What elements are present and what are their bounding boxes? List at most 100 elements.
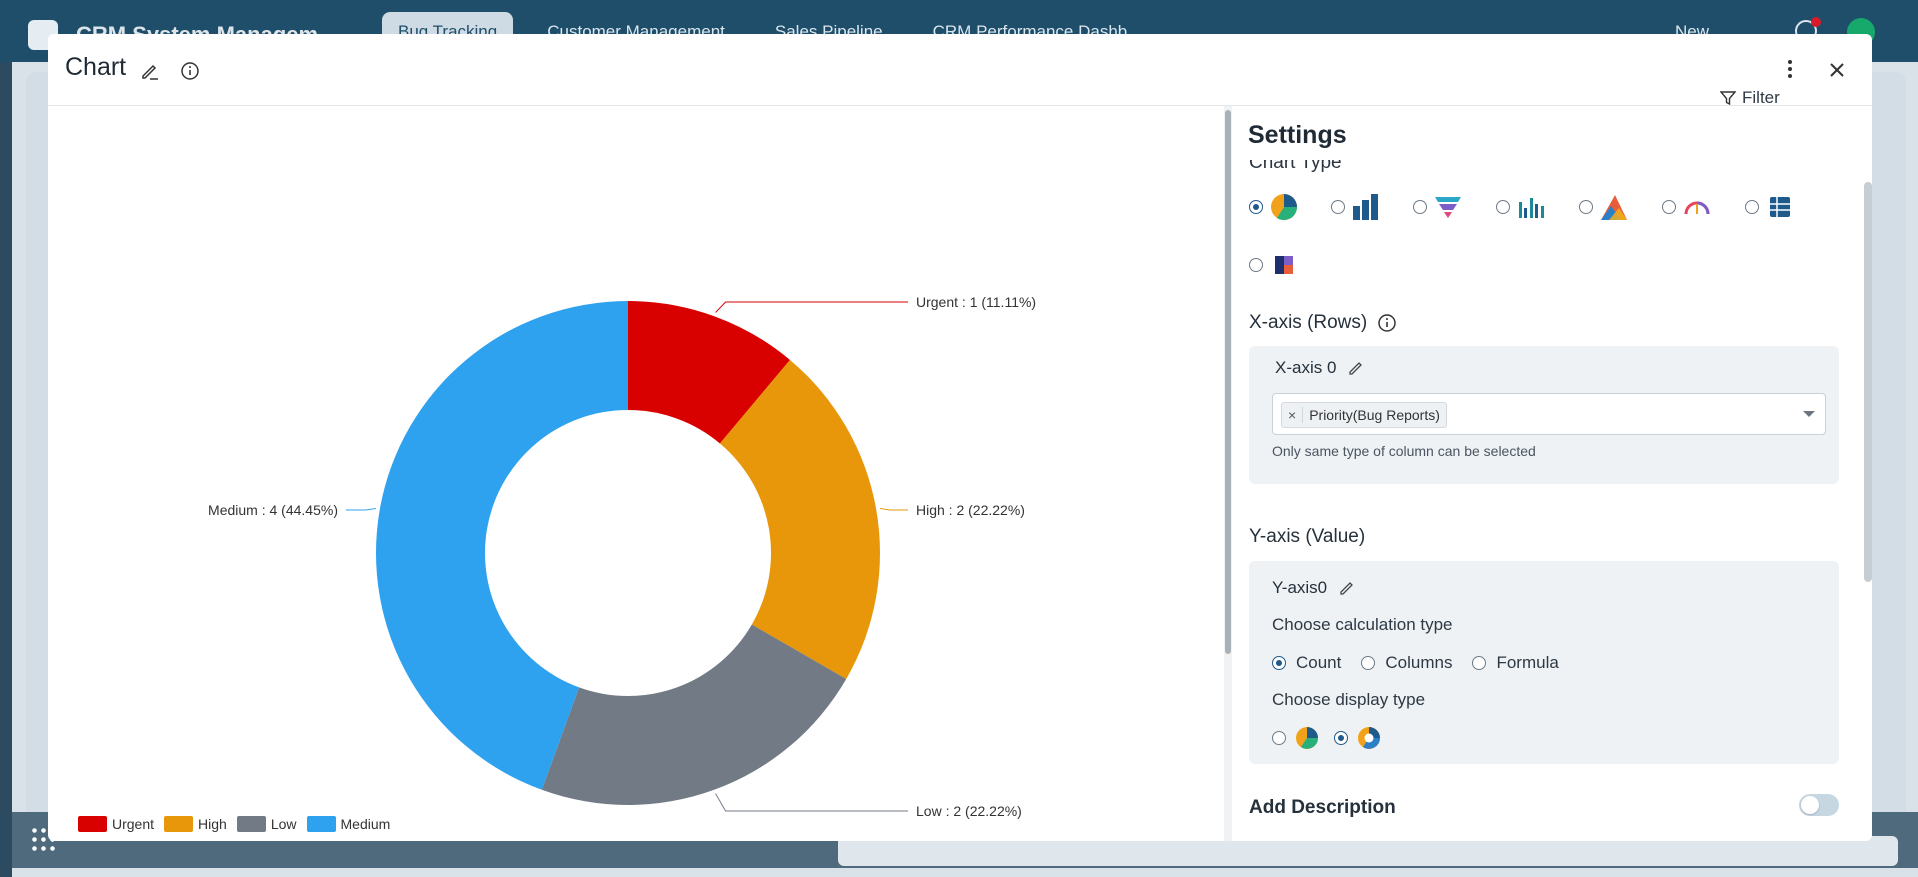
- chart-type-grouped-bar[interactable]: [1496, 192, 1546, 222]
- edit-yaxis-icon[interactable]: [1339, 580, 1355, 596]
- funnel-chart-icon: [1435, 197, 1461, 218]
- radio-pie[interactable]: [1249, 200, 1263, 214]
- radio-formula[interactable]: [1472, 656, 1487, 670]
- heatmap-chart-icon: [1275, 256, 1293, 274]
- settings-title: Settings: [1248, 121, 1347, 149]
- display-option-donut[interactable]: [1334, 725, 1382, 751]
- more-options-icon[interactable]: [1778, 54, 1802, 84]
- label-leader-low: [715, 793, 908, 812]
- xaxis-name: X-axis 0: [1275, 358, 1364, 378]
- chevron-down-icon[interactable]: [1803, 411, 1815, 417]
- close-icon[interactable]: [1822, 55, 1852, 85]
- legend-swatch: [78, 816, 107, 832]
- chart-scrollbar-thumb[interactable]: [1225, 110, 1231, 654]
- chart-type-table[interactable]: [1745, 192, 1795, 222]
- pie-chart-icon: [1271, 194, 1298, 221]
- modal-title: Chart: [65, 53, 127, 81]
- filter-label: Filter: [1742, 88, 1780, 107]
- xaxis-column-select[interactable]: × Priority(Bug Reports): [1272, 393, 1826, 435]
- donut-slice-low[interactable]: [541, 624, 847, 806]
- label-leader-urgent: [715, 301, 908, 313]
- notification-badge: [1811, 17, 1821, 27]
- legend-item-urgent[interactable]: Urgent: [78, 816, 154, 832]
- legend-item-medium[interactable]: Medium: [306, 816, 391, 832]
- display-type-options: [1272, 725, 1382, 751]
- radio-bar[interactable]: [1331, 200, 1345, 214]
- radio-area[interactable]: [1579, 200, 1593, 214]
- calc-option-count[interactable]: Count: [1272, 653, 1341, 673]
- gauge-chart-icon: [1684, 201, 1710, 215]
- chart-type-label: Chart Type: [1249, 152, 1342, 173]
- label-leader-high: [880, 508, 908, 511]
- xaxis-name-text: X-axis 0: [1275, 358, 1337, 377]
- xaxis-hint: Only same type of column can be selected: [1272, 443, 1536, 459]
- calc-type-options: Count Columns Formula: [1272, 653, 1559, 673]
- legend-swatch: [164, 816, 194, 832]
- radio-count[interactable]: [1272, 656, 1286, 670]
- display-option-pie[interactable]: [1272, 725, 1320, 751]
- legend-swatch: [236, 816, 266, 832]
- edit-xaxis-icon[interactable]: [1348, 360, 1364, 376]
- filter-button[interactable]: Filter: [1720, 88, 1780, 108]
- donut-slice-urgent[interactable]: [628, 301, 790, 444]
- edit-title-icon[interactable]: [137, 58, 163, 84]
- data-label-low: Low : 2 (22.22%): [916, 803, 1022, 819]
- yaxis-name: Y-axis0: [1272, 578, 1355, 598]
- radio-display-pie[interactable]: [1272, 731, 1286, 745]
- calc-option-formula[interactable]: Formula: [1472, 653, 1559, 673]
- data-label-high: High : 2 (22.22%): [916, 502, 1025, 518]
- radio-display-donut[interactable]: [1334, 731, 1348, 745]
- calc-option-formula-label: Formula: [1496, 653, 1559, 672]
- chart-type-gauge[interactable]: [1662, 192, 1712, 222]
- display-type-label: Choose display type: [1272, 690, 1426, 709]
- chart-type-heatmap[interactable]: [1249, 250, 1299, 280]
- radio-columns[interactable]: [1361, 656, 1376, 670]
- selected-column-chip: × Priority(Bug Reports): [1281, 402, 1447, 428]
- calc-option-columns[interactable]: Columns: [1361, 653, 1452, 673]
- xaxis-info-icon[interactable]: [1377, 313, 1397, 333]
- xaxis-section-label: X-axis (Rows): [1249, 312, 1397, 334]
- yaxis-card: [1249, 561, 1839, 764]
- legend-label: Urgent: [112, 816, 155, 832]
- donut-slice-high[interactable]: [719, 359, 881, 679]
- label-leader-medium: [346, 508, 376, 511]
- calc-option-count-label: Count: [1296, 653, 1342, 672]
- data-label-urgent: Urgent : 1 (11.11%): [916, 294, 1036, 310]
- legend-label: Low: [270, 816, 297, 832]
- remove-chip-icon[interactable]: ×: [1282, 407, 1304, 423]
- bottom-card: [838, 836, 1898, 866]
- chart-type-pie[interactable]: [1249, 192, 1299, 222]
- grouped-bar-chart-icon: [1519, 198, 1544, 218]
- radio-heatmap[interactable]: [1249, 258, 1263, 272]
- radio-gauge[interactable]: [1662, 200, 1676, 214]
- calc-type-label: Choose calculation type: [1272, 615, 1453, 634]
- modal-header: Chart: [48, 34, 1872, 106]
- donut-display-icon: [1358, 727, 1380, 749]
- toggle-knob: [1801, 796, 1819, 814]
- calc-option-columns-label: Columns: [1385, 653, 1453, 672]
- chart-type-bar[interactable]: [1331, 192, 1381, 222]
- chart-legend: Urgent High Low Medium: [78, 816, 390, 832]
- radio-table[interactable]: [1745, 200, 1759, 214]
- chart-type-funnel[interactable]: [1413, 192, 1463, 222]
- donut-chart: Urgent : 1 (11.11%) High : 2 (22.22%) Low …: [208, 294, 1036, 819]
- legend-label: Medium: [340, 816, 391, 832]
- radio-funnel[interactable]: [1413, 200, 1427, 214]
- legend-item-low[interactable]: Low: [236, 816, 297, 832]
- settings-scrollbar[interactable]: [1864, 182, 1872, 582]
- area-chart-icon: [1601, 195, 1627, 220]
- xaxis-section-text: X-axis (Rows): [1249, 312, 1368, 333]
- donut-slice-medium[interactable]: [375, 301, 628, 790]
- radio-grouped-bar[interactable]: [1496, 200, 1510, 214]
- add-description-toggle[interactable]: [1799, 794, 1839, 816]
- selected-column-label: Priority(Bug Reports): [1309, 407, 1440, 423]
- legend-item-high[interactable]: High: [164, 816, 227, 832]
- bar-chart-icon: [1353, 194, 1378, 220]
- info-icon[interactable]: [177, 58, 203, 84]
- add-description-label: Add Description: [1249, 797, 1396, 818]
- table-chart-icon: [1770, 197, 1790, 217]
- pie-display-icon: [1296, 727, 1318, 749]
- legend-label: High: [198, 816, 227, 832]
- chart-type-area[interactable]: [1579, 192, 1629, 222]
- yaxis-name-text: Y-axis0: [1272, 578, 1328, 597]
